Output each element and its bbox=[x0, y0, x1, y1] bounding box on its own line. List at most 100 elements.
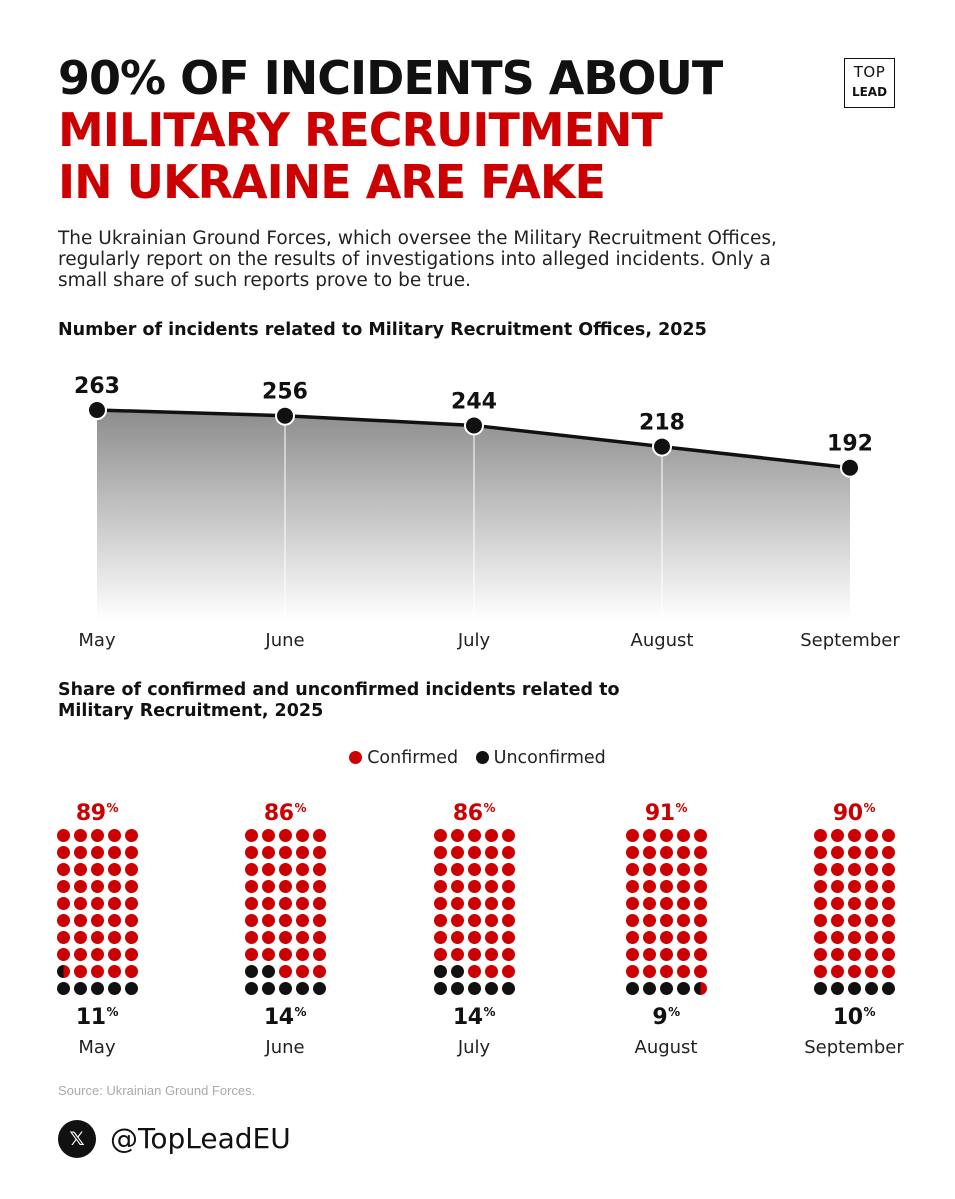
unconfirmed-dot bbox=[467, 982, 481, 995]
confirmed-dot bbox=[659, 914, 673, 927]
confirmed-dot bbox=[73, 880, 87, 893]
legend-unconfirmed-dot bbox=[475, 751, 489, 764]
confirmed-dot bbox=[450, 829, 464, 842]
confirmed-dot bbox=[56, 931, 70, 944]
unconfirmed-dot bbox=[56, 982, 70, 995]
confirmed-dot bbox=[501, 897, 515, 910]
confirmed-dot bbox=[830, 948, 844, 961]
logo-top-text: TOP bbox=[853, 63, 886, 81]
confirmed-dot bbox=[484, 914, 498, 927]
confirmed-dot bbox=[864, 914, 878, 927]
unconfirmed-dot bbox=[244, 982, 258, 995]
headline: 90% of incidents about military recruitm… bbox=[58, 52, 838, 208]
confirmed-dot bbox=[847, 914, 861, 927]
confirmed-dot bbox=[693, 829, 707, 842]
x-tick-june: June bbox=[264, 630, 304, 651]
confirmed-dot bbox=[864, 863, 878, 876]
confirmed-dot bbox=[847, 948, 861, 961]
unconfirmed-dot bbox=[864, 982, 878, 995]
confirmed-dot bbox=[813, 863, 827, 876]
data-label-september: 192 bbox=[827, 432, 873, 457]
unconfirmed-dot bbox=[830, 982, 844, 995]
confirmed-dot bbox=[881, 829, 895, 842]
unconfirmed-dot bbox=[847, 982, 861, 995]
confirmed-dot bbox=[676, 846, 690, 859]
confirmed-dot bbox=[467, 880, 481, 893]
confirmed-dot bbox=[433, 948, 447, 961]
unconfirmed-dot bbox=[312, 982, 326, 995]
confirmed-dot bbox=[813, 965, 827, 978]
confirmed-dot bbox=[676, 897, 690, 910]
confirmed-dot bbox=[433, 880, 447, 893]
confirmed-dot bbox=[56, 948, 70, 961]
confirmed-dot bbox=[659, 948, 673, 961]
unconfirmed-percent-may: 11% bbox=[75, 1005, 119, 1030]
confirmed-dot bbox=[312, 948, 326, 961]
confirmed-dot bbox=[107, 863, 121, 876]
dot-grid-september bbox=[813, 829, 895, 995]
confirmed-dot bbox=[278, 965, 292, 978]
unconfirmed-dot bbox=[625, 982, 639, 995]
confirmed-dot bbox=[830, 965, 844, 978]
confirmed-dot bbox=[625, 897, 639, 910]
confirmed-dot bbox=[90, 965, 104, 978]
unconfirmed-dot bbox=[450, 965, 464, 978]
x-tick-may: May bbox=[78, 630, 116, 651]
confirmed-dot bbox=[73, 965, 87, 978]
confirmed-dot bbox=[642, 914, 656, 927]
unconfirmed-dot bbox=[73, 982, 87, 995]
confirmed-dot bbox=[261, 846, 275, 859]
confirmed-dot bbox=[56, 829, 70, 842]
social-handle-text: @TopLeadEU bbox=[110, 1122, 291, 1155]
confirmed-dot bbox=[847, 829, 861, 842]
confirmed-dot bbox=[244, 846, 258, 859]
confirmed-dot bbox=[484, 897, 498, 910]
confirmed-dot bbox=[56, 880, 70, 893]
confirmed-dot bbox=[312, 914, 326, 927]
confirmed-dot bbox=[278, 829, 292, 842]
confirmed-dot bbox=[124, 897, 138, 910]
unconfirmed-dot bbox=[295, 982, 309, 995]
confirmed-percent-august: 91% bbox=[644, 801, 688, 826]
unconfirmed-dot bbox=[261, 982, 275, 995]
confirmed-dot bbox=[312, 897, 326, 910]
confirmed-dot bbox=[484, 829, 498, 842]
confirmed-dot bbox=[467, 931, 481, 944]
confirmed-dot bbox=[830, 897, 844, 910]
confirmed-dot bbox=[676, 931, 690, 944]
confirmed-dot bbox=[56, 965, 70, 978]
confirmed-dot bbox=[278, 914, 292, 927]
confirmed-dot bbox=[107, 914, 121, 927]
confirmed-dot bbox=[864, 829, 878, 842]
confirmed-dot bbox=[90, 897, 104, 910]
confirmed-dot bbox=[124, 948, 138, 961]
confirmed-dot bbox=[676, 863, 690, 876]
confirmed-dot bbox=[625, 931, 639, 944]
confirmed-dot bbox=[881, 880, 895, 893]
confirmed-dot bbox=[484, 863, 498, 876]
confirmed-dot bbox=[90, 880, 104, 893]
confirmed-dot bbox=[107, 829, 121, 842]
unconfirmed-percent-july: 14% bbox=[452, 1005, 496, 1030]
confirmed-dot bbox=[864, 880, 878, 893]
confirmed-dot bbox=[295, 931, 309, 944]
headline-line-1: 90% of incidents about bbox=[58, 51, 723, 105]
confirmed-dot bbox=[450, 948, 464, 961]
confirmed-dot bbox=[659, 880, 673, 893]
confirmed-dot bbox=[467, 846, 481, 859]
confirmed-dot bbox=[312, 931, 326, 944]
waffle-chart-title: Share of confirmed and unconfirmed incid… bbox=[58, 680, 620, 721]
confirmed-dot bbox=[625, 965, 639, 978]
confirmed-dot bbox=[124, 880, 138, 893]
confirmed-dot bbox=[659, 863, 673, 876]
waffle-month-september: September bbox=[804, 1037, 904, 1058]
confirmed-dot bbox=[813, 948, 827, 961]
confirmed-dot bbox=[244, 880, 258, 893]
confirmed-dot bbox=[295, 897, 309, 910]
confirmed-dot bbox=[261, 931, 275, 944]
confirmed-dot bbox=[261, 863, 275, 876]
unconfirmed-percent-september: 10% bbox=[832, 1005, 876, 1030]
confirmed-dot bbox=[295, 965, 309, 978]
unconfirmed-dot bbox=[278, 982, 292, 995]
confirmed-dot bbox=[625, 829, 639, 842]
